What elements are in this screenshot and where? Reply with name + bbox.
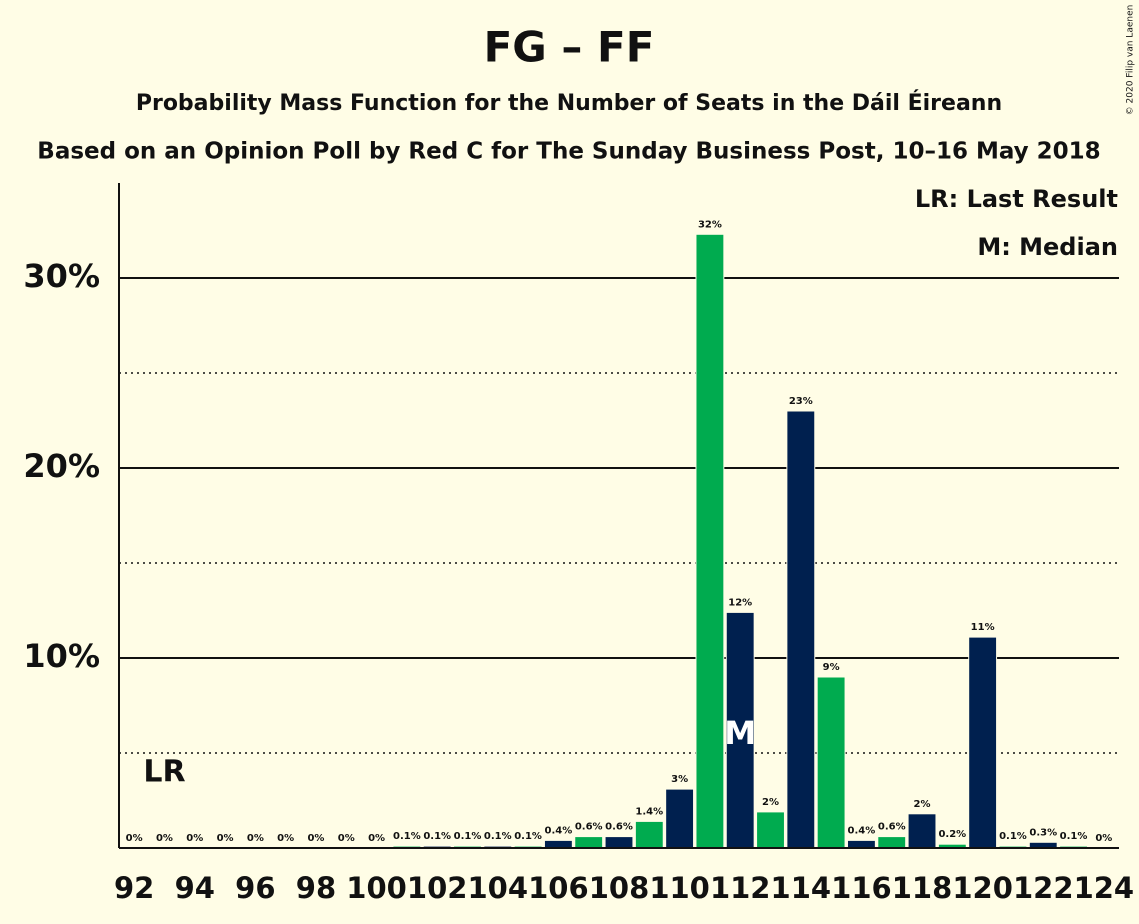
value-label: 0.6% [878,822,906,833]
bar [543,839,573,849]
bar [725,611,755,849]
x-tick-label: 106 [528,871,589,905]
x-tick-label: 118 [892,871,953,905]
legend-entry: M: Median [977,233,1118,261]
value-label: 0.4% [545,825,573,836]
bar [604,836,634,849]
value-label: 0.6% [575,822,603,833]
bar [907,813,937,849]
bar [786,410,816,849]
x-tick-label: 114 [771,871,832,905]
bar [846,839,876,849]
value-label: 0% [307,833,324,844]
x-tick-label: 96 [235,871,275,905]
value-label: 11% [971,622,995,633]
value-label: 2% [914,799,931,810]
value-label: 0% [368,833,385,844]
x-tick-label: 122 [1013,871,1074,905]
value-label: 2% [762,797,779,808]
chart-subtitle: Probability Mass Function for the Number… [136,90,1002,116]
x-tick-label: 102 [407,871,468,905]
value-label: 0.1% [484,831,512,842]
x-tick-label: 124 [1074,871,1135,905]
bar [816,676,846,849]
value-label: 0.4% [848,825,876,836]
legend-entry: LR: Last Result [915,185,1118,213]
value-label: 9% [823,662,840,673]
x-tick-label: 108 [589,871,650,905]
value-label: 0.1% [454,831,482,842]
value-label: 0% [247,833,264,844]
bar [968,636,998,849]
value-label: 0.1% [1060,831,1088,842]
value-label: 0.2% [938,829,966,840]
bar [695,233,725,849]
y-tick-label: 10% [23,637,100,675]
value-label: 0% [186,833,203,844]
value-label: 0.1% [393,831,421,842]
x-tick-label: 112 [710,871,771,905]
bar [634,820,664,849]
x-tick-label: 94 [175,871,215,905]
x-tick-label: 110 [649,871,710,905]
value-label: 12% [728,597,752,608]
x-tick-label: 98 [296,871,336,905]
chart-title: FG – FF [484,23,655,72]
value-label: 0.1% [514,831,542,842]
value-label: 0% [217,833,234,844]
last-result-marker: LR [143,755,185,790]
median-marker: M [724,714,756,752]
bar [665,788,695,849]
bar [756,811,785,849]
value-label: 0% [1095,833,1112,844]
x-tick-label: 104 [468,871,529,905]
value-label: 0% [126,833,143,844]
value-label: 0.1% [999,831,1027,842]
value-label: 0.3% [1029,827,1057,838]
value-label: 0% [338,833,355,844]
bar [877,836,907,849]
value-label: 0% [156,833,173,844]
value-label: 3% [671,774,688,785]
copyright: © 2020 Filip van Laenen [1126,5,1136,116]
value-label: 23% [789,396,813,407]
bar [574,836,604,849]
x-tick-label: 92 [114,871,154,905]
x-tick-label: 100 [346,871,407,905]
chart-subtitle: Based on an Opinion Poll by Red C for Th… [37,139,1100,165]
value-label: 0.1% [423,831,451,842]
value-label: 0.6% [605,822,633,833]
x-tick-label: 120 [952,871,1013,905]
x-tick-label: 116 [831,871,892,905]
y-tick-label: 20% [23,447,100,485]
value-label: 1.4% [635,806,663,817]
value-label: 32% [698,219,722,230]
y-tick-label: 30% [23,257,100,295]
value-label: 0% [277,833,294,844]
